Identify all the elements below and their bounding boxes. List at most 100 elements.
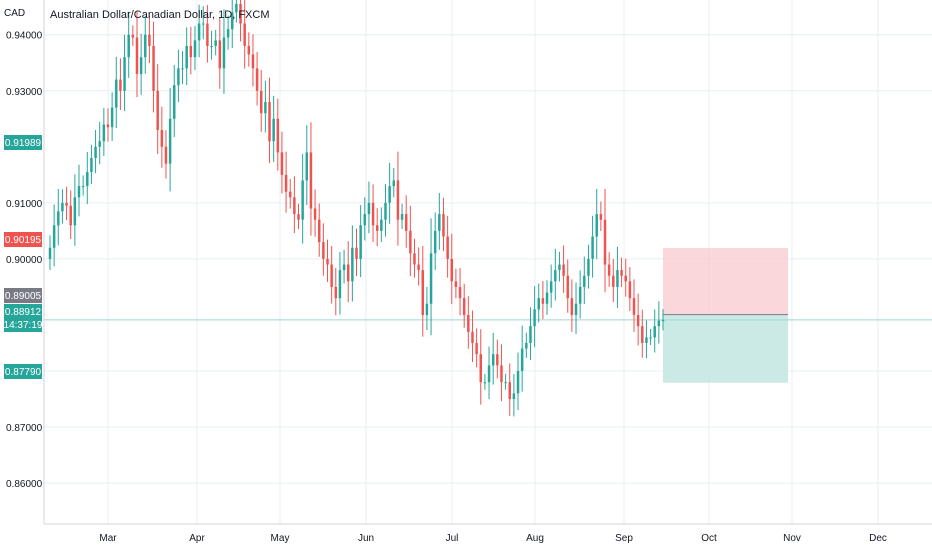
- candle: [541, 281, 545, 320]
- candle: [471, 310, 474, 363]
- candle: [131, 25, 135, 46]
- candle: [218, 17, 222, 89]
- candle: [512, 374, 516, 417]
- candle: [392, 167, 396, 198]
- price-tick-label: 0.86000: [6, 479, 43, 490]
- candle: [268, 77, 271, 164]
- candle: [139, 33, 143, 95]
- candle: [239, 0, 242, 42]
- candle: [520, 325, 524, 392]
- candle: [115, 56, 118, 129]
- candle: [404, 195, 408, 248]
- candle: [77, 164, 81, 217]
- candle: [160, 106, 164, 168]
- candle: [429, 218, 433, 336]
- candle: [185, 27, 188, 86]
- candle: [442, 197, 445, 252]
- candle: [529, 307, 532, 360]
- candle: [119, 58, 122, 110]
- candle: [458, 267, 462, 316]
- entry-price-tag: 0.89005: [4, 288, 42, 303]
- time-tick-label: Dec: [869, 533, 887, 544]
- svg-text:0.91989: 0.91989: [5, 138, 42, 149]
- candle: [624, 258, 627, 297]
- candle: [587, 244, 590, 289]
- candle: [334, 267, 338, 316]
- candle: [148, 15, 151, 64]
- lower-target-price-tag: 0.87790: [4, 364, 42, 379]
- candle: [562, 245, 565, 293]
- candle: [367, 181, 371, 234]
- candle: [90, 144, 93, 185]
- candle: [127, 11, 130, 78]
- candle: [81, 175, 85, 196]
- candle: [384, 184, 387, 237]
- candle: [491, 332, 495, 385]
- candlestick-series: [48, 0, 665, 417]
- candle: [388, 162, 391, 224]
- candle: [301, 153, 304, 244]
- candle: [152, 21, 155, 113]
- candle: [500, 344, 503, 402]
- candle: [173, 65, 176, 137]
- price-axis[interactable]: 0.940000.930000.910000.900000.880000.870…: [6, 31, 43, 490]
- candle: [591, 215, 594, 278]
- candle: [202, 6, 205, 40]
- chart-title: Australian Dollar/Canadian Dollar, 1D, F…: [50, 9, 269, 21]
- candle: [359, 205, 362, 278]
- candle: [48, 235, 52, 271]
- price-tick-label: 0.87000: [6, 423, 43, 434]
- candle: [57, 189, 60, 246]
- candle: [574, 282, 578, 335]
- candle: [632, 279, 636, 332]
- candle: [421, 246, 425, 337]
- candle: [483, 373, 487, 390]
- candle: [342, 249, 346, 284]
- candle: [649, 328, 652, 345]
- candle: [578, 270, 582, 319]
- candle: [558, 251, 561, 282]
- take-profit-zone[interactable]: [663, 314, 788, 383]
- candle: [400, 203, 404, 230]
- candle: [73, 174, 77, 246]
- candle: [181, 50, 184, 85]
- candle: [222, 9, 226, 94]
- candle: [52, 204, 56, 267]
- candle: [657, 301, 661, 344]
- candle: [516, 352, 520, 411]
- candle: [413, 238, 416, 278]
- candle: [549, 264, 553, 308]
- svg-text:0.90195: 0.90195: [5, 235, 42, 246]
- candle: [537, 283, 540, 323]
- bar-countdown: 14:37:19: [4, 320, 43, 331]
- candle: [231, 0, 234, 49]
- candle: [583, 256, 586, 305]
- candle: [661, 309, 665, 331]
- candle: [156, 64, 159, 154]
- candle: [226, 15, 230, 50]
- candle: [65, 186, 68, 221]
- candle: [135, 11, 139, 98]
- candle: [450, 233, 454, 305]
- svg-text:0.88912: 0.88912: [5, 307, 42, 318]
- candle: [375, 208, 379, 247]
- candle: [189, 26, 193, 75]
- candle: [214, 29, 217, 56]
- candle: [293, 176, 296, 233]
- candle: [454, 268, 458, 299]
- price-tick-label: 0.93000: [6, 87, 43, 98]
- candle: [425, 286, 429, 331]
- candle: [371, 184, 375, 242]
- time-axis[interactable]: Mar Apr May Jun Jul Aug Sep Oct Nov Dec: [99, 533, 887, 544]
- candle: [628, 267, 632, 312]
- candle: [69, 190, 72, 240]
- candle: [61, 189, 64, 224]
- time-tick-label: Jul: [446, 533, 459, 544]
- stop-loss-zone[interactable]: [663, 247, 788, 315]
- candle: [653, 309, 656, 353]
- long-short-position-tool[interactable]: [663, 247, 788, 383]
- candle: [467, 296, 470, 349]
- time-tick-label: Jun: [358, 533, 374, 544]
- candle: [616, 246, 619, 308]
